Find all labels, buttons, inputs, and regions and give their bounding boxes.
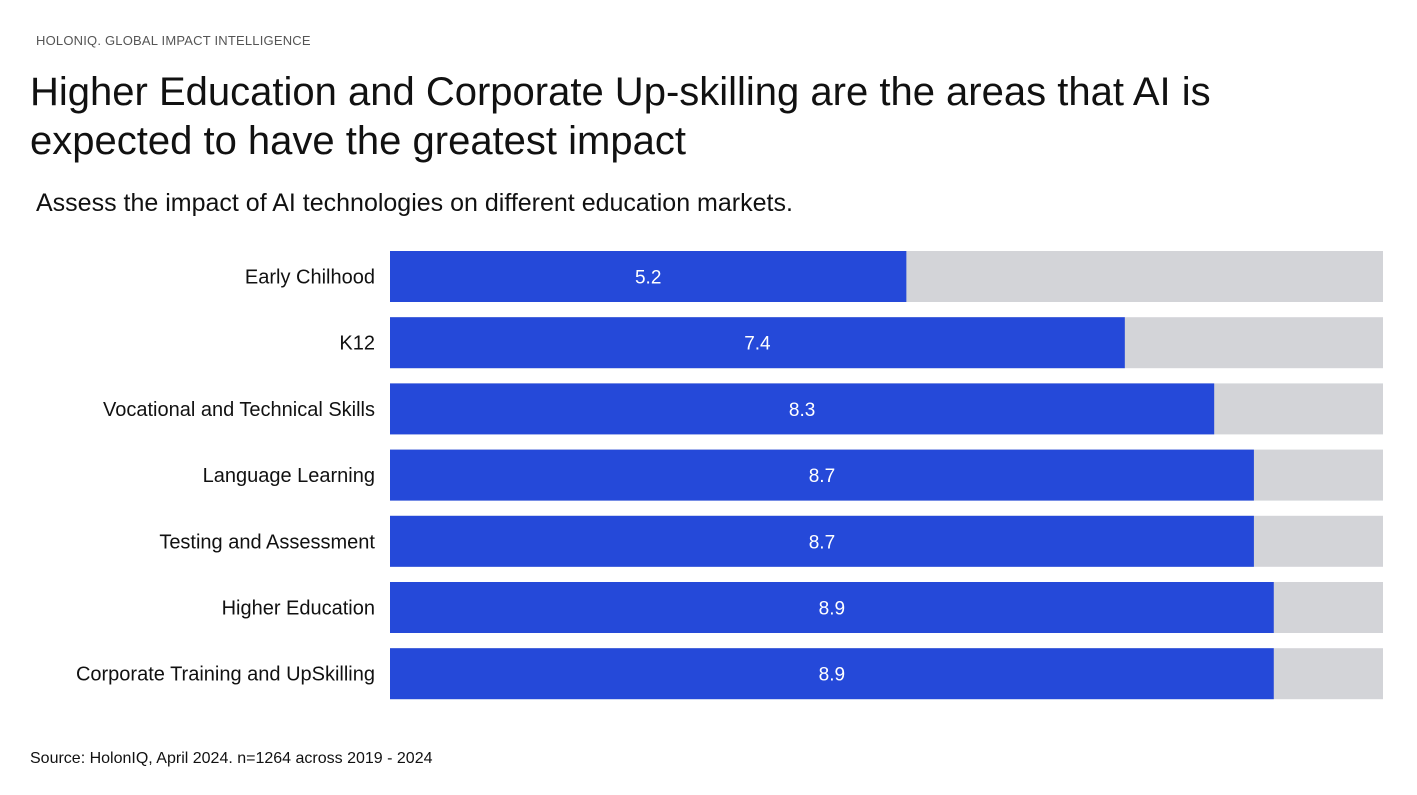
category-label: Higher Education [222, 598, 375, 620]
bar-group: 8.9 Corporate Training and UpSkilling [76, 648, 1383, 700]
bar-value-label: 8.9 [819, 665, 845, 686]
bar-value-label: 8.7 [809, 466, 835, 487]
brand-label: HOLONIQ. GLOBAL IMPACT INTELLIGENCE [36, 33, 311, 48]
bar [390, 648, 1274, 700]
category-label: Corporate Training and UpSkilling [76, 664, 375, 686]
bar [390, 317, 1125, 369]
bar-group: 8.9 Higher Education [222, 582, 1383, 633]
bar-value-label: 8.3 [789, 400, 815, 421]
bar [390, 449, 1254, 501]
bar [390, 582, 1274, 633]
bar-group: 8.7 Testing and Assessment [159, 515, 1383, 567]
bar-value-label: 8.7 [809, 532, 835, 553]
category-label: Language Learning [203, 465, 375, 487]
bar-value-label: 7.4 [744, 334, 771, 355]
source-note: Source: HolonIQ, April 2024. n=1264 acro… [30, 750, 433, 767]
bar-group: 7.4 K12 [339, 317, 1383, 369]
category-label: Testing and Assessment [159, 531, 375, 553]
chart-subtitle: Assess the impact of AI technologies on … [36, 189, 793, 217]
chart-title: Higher Education and Corporate Up-skilli… [30, 70, 1211, 163]
bar-group: 8.3 Vocational and Technical Skills [103, 383, 1383, 435]
bar-value-label: 5.2 [635, 268, 661, 289]
category-label: Early Chilhood [245, 267, 375, 289]
bar [390, 251, 907, 302]
category-label: Vocational and Technical Skills [103, 399, 375, 421]
bar [390, 515, 1254, 567]
bar-value-label: 8.9 [819, 599, 845, 620]
bar-group: 8.7 Language Learning [203, 449, 1383, 501]
bar-group: 5.2 Early Chilhood [245, 251, 1383, 302]
category-label: K12 [339, 333, 375, 355]
bar [390, 383, 1215, 435]
